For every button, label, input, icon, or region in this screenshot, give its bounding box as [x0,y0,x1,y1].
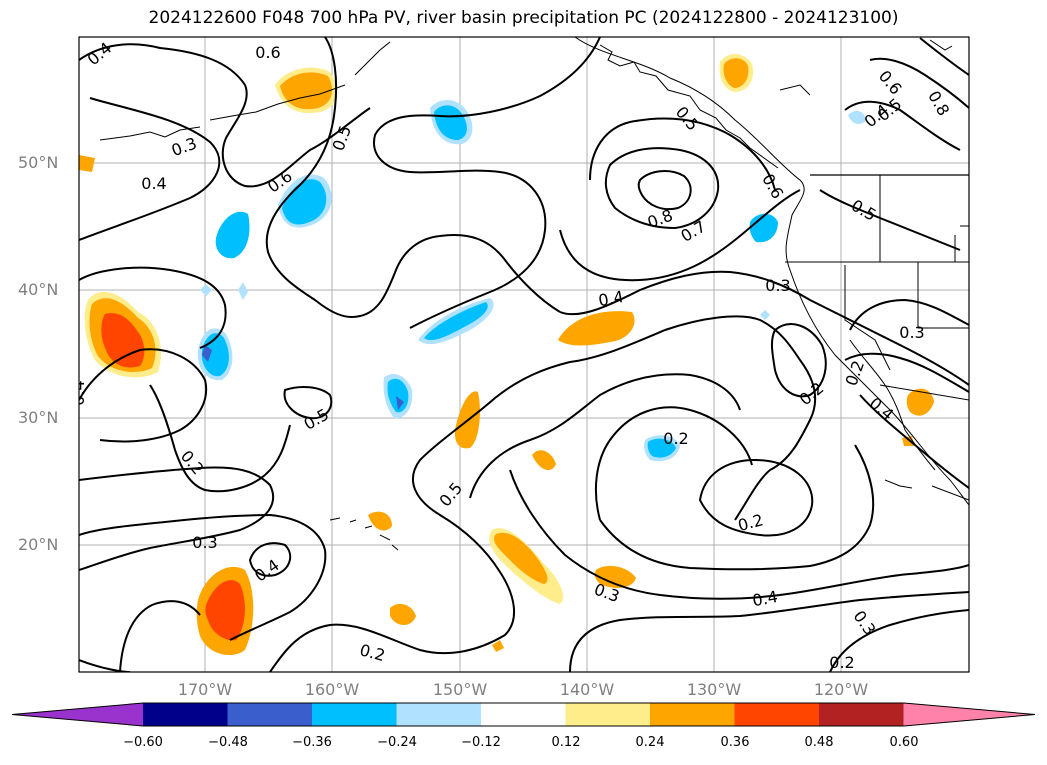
colorbar-outline [11,702,1036,727]
precip-positive-area [368,511,392,531]
contour-label: 0.3 [765,276,790,295]
precip-negative-area [202,345,212,362]
contour-label: 0.3 [169,134,199,161]
contour-label: 0.2 [358,640,388,665]
contour-label: 0.4 [751,587,779,610]
map-title: 2024122600 F048 700 hPa PV, river basin … [148,8,899,28]
contour-label: 0.2 [177,447,208,479]
colorbar-segment [903,703,1035,726]
lat-label: 30°N [18,408,59,427]
colorbar-segment [12,703,143,726]
contour-label: 0.4 [141,174,166,193]
colorbar-segment [650,703,735,726]
contour-label: 0.4 [597,287,625,310]
precip-positive-area [906,388,934,416]
contour-label: 0.4 [251,555,283,585]
lat-label: 40°N [18,280,59,299]
colorbar-tick-label: −0.36 [292,735,332,750]
pv-contours [79,37,969,672]
precip-positive-area [79,155,95,172]
contour-label: 0.4 [69,380,88,405]
colorbar-segment [312,703,397,726]
precip-positive-area [492,640,504,652]
contour-label: 0.2 [736,510,766,535]
precip-negative-area [215,211,250,259]
contour-label: 0.3 [192,533,217,552]
colorbar-tick-label: 0.12 [551,735,581,750]
contour-label: 0.6 [875,67,906,99]
precip-negative-area [387,378,409,413]
precip-positive-area [101,313,145,368]
precip-negative-area [424,302,488,341]
colorbar-tick-label: −0.60 [123,735,163,750]
plot-frame [78,36,970,673]
precip-negative-area [760,310,770,320]
lon-label: 170°W [177,680,233,699]
contour-label: 0.6 [758,170,787,202]
contour-label: 0.2 [829,653,854,672]
precip-positive-area [723,58,749,88]
colorbar-tick-label: 0.36 [720,735,750,750]
colorbar-tick-label: −0.24 [377,735,417,750]
lon-label: 150°W [432,680,488,699]
colorbar-segment [143,703,228,726]
lon-label: 160°W [304,680,360,699]
colorbar-tick-label: 0.24 [635,735,665,750]
contour-label: 0.6 [255,43,280,62]
contour-label: 0.2 [796,378,828,409]
contour-label: 0.5 [435,479,466,511]
precipitation-shading [79,53,934,656]
colorbar-segment [819,703,904,726]
coastlines [99,37,969,551]
contour-label: 0.4 [84,38,116,69]
lon-label: 140°W [559,680,615,699]
precip-negative-area [200,284,212,296]
colorbar-tick-label: −0.12 [461,735,501,750]
precip-negative-area [434,105,467,140]
colorbar-segment [565,703,651,726]
lat-label: 50°N [18,153,59,172]
lat-label: 20°N [18,535,59,554]
contour-label: 0.5 [848,196,880,225]
colorbar-tick-label: 0.60 [889,735,919,750]
contour-label: 0.3 [849,607,879,639]
precip-negative-area [396,396,404,410]
lon-label: 120°W [813,680,869,699]
colorbar [11,702,1036,727]
contour-label: 0.2 [663,429,688,448]
precip-negative-area [647,438,676,458]
colorbar-segment [734,703,820,726]
contour-label: 0.3 [899,323,924,342]
lon-label: 130°W [686,680,742,699]
precip-positive-area [390,603,416,625]
precip-negative-area [238,282,248,300]
precip-negative-area [749,213,778,243]
colorbar-segment [396,703,482,726]
contour-label: 0.7 [677,217,709,246]
colorbar-tick-label: −0.48 [208,735,248,750]
colorbar-segment [481,703,566,726]
precip-positive-area [558,311,635,346]
precip-positive-area [594,565,636,588]
precip-positive-area [494,532,548,584]
contour-label: 0.5 [300,405,332,434]
precip-negative-area [848,110,866,125]
colorbar-tick-label: 0.48 [804,735,834,750]
precip-positive-area [532,450,556,471]
precip-positive-area [205,580,245,641]
colorbar-segment [227,703,313,726]
